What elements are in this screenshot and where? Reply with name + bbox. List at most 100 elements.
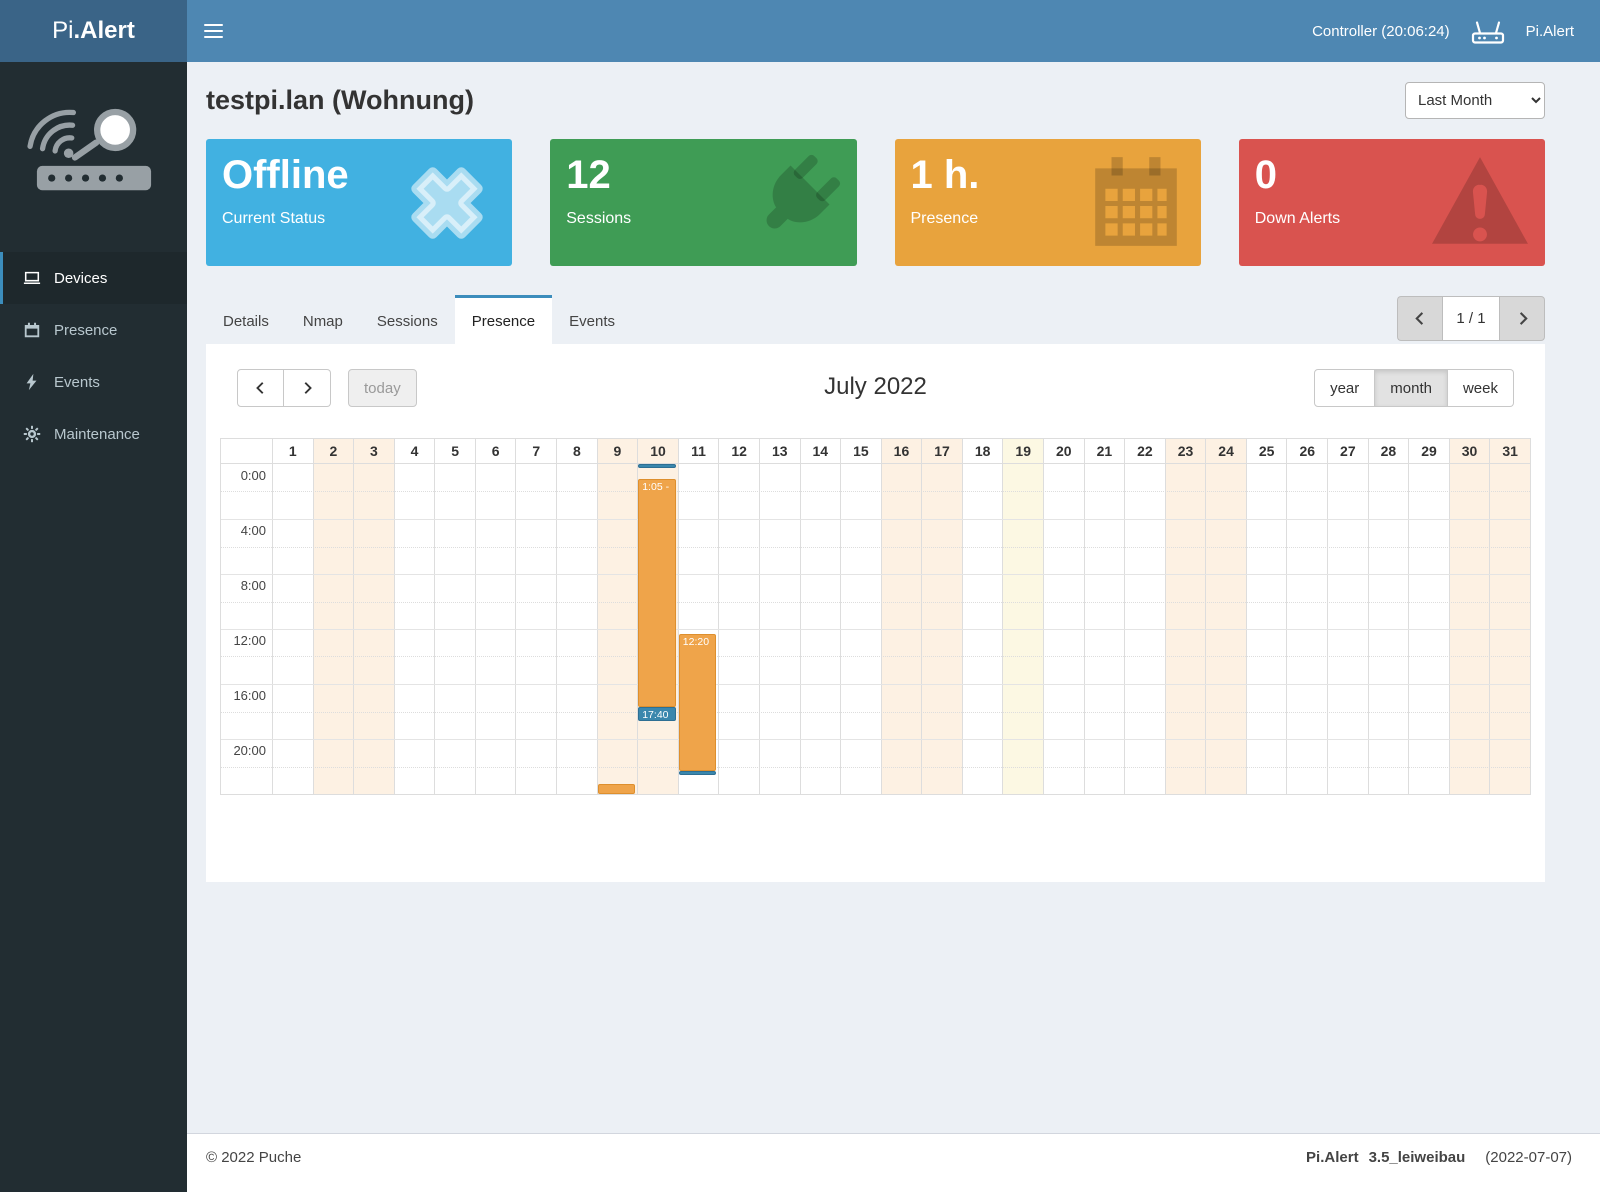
plug-icon (741, 152, 843, 254)
day-column-19 (1002, 464, 1043, 794)
chevron-right-icon (1519, 312, 1528, 325)
laptop-icon (23, 269, 41, 287)
card-value: 1 h. (910, 153, 980, 197)
presence-event[interactable] (597, 784, 636, 794)
day-column-28 (1367, 464, 1409, 794)
sidebar-item-label: Presence (54, 321, 118, 339)
sidebar-item-label: Maintenance (54, 425, 140, 443)
presence-event[interactable] (678, 771, 717, 775)
sidebar-item-presence[interactable]: Presence (0, 304, 187, 356)
day-header-26: 26 (1286, 439, 1327, 463)
warning-icon (1429, 152, 1531, 254)
sidebar-item-devices[interactable]: Devices (0, 252, 187, 304)
sidebar-item-label: Events (54, 373, 100, 391)
day-column-26 (1286, 464, 1327, 794)
brand[interactable]: Pi .Alert (0, 0, 187, 62)
day-column-17 (921, 464, 962, 794)
day-column-24 (1205, 464, 1246, 794)
day-header-28: 28 (1367, 439, 1409, 463)
brand-prefix: Pi (52, 17, 74, 44)
day-header-2: 2 (312, 439, 354, 463)
card-value: Offline (222, 153, 349, 197)
day-header-8: 8 (556, 439, 597, 463)
day-column-5 (434, 464, 475, 794)
day-header-15: 15 (840, 439, 881, 463)
day-header-31: 31 (1489, 439, 1530, 463)
event-time-label: 17:40 (642, 708, 669, 721)
day-header-23: 23 (1164, 439, 1206, 463)
day-column-30 (1448, 464, 1490, 794)
summary-cards: Offline Current Status 12 Sessions 1 h. … (206, 139, 1545, 266)
day-column-12 (718, 464, 759, 794)
time-label: 4:00 (240, 523, 266, 538)
sidebar-toggle-button[interactable] (187, 0, 239, 62)
calendar-view-week-button[interactable]: week (1447, 369, 1514, 407)
day-column-15 (840, 464, 881, 794)
gear-icon (23, 425, 41, 443)
time-label: 20:00 (233, 742, 266, 758)
day-header-5: 5 (434, 439, 475, 463)
close-icon (396, 152, 498, 254)
calendar-view-year-button[interactable]: year (1314, 369, 1376, 407)
presence-event[interactable]: 17:40 (638, 706, 676, 721)
calendar-view-month-button[interactable]: month (1375, 369, 1448, 407)
tab-presence[interactable]: Presence (454, 295, 553, 344)
card-value: 0 (1254, 153, 1277, 197)
content: testpi.lan (Wohnung) Last Month Offline … (187, 62, 1600, 1133)
day-header-29: 29 (1408, 439, 1449, 463)
time-label: 12:00 (233, 633, 266, 648)
calendar-view-switcher: year month week (1314, 369, 1514, 407)
card-label: Down Alerts (1254, 210, 1341, 227)
day-column-4 (393, 464, 435, 794)
top-navbar: Controller (20:06:24) Pi.Alert (187, 0, 1600, 62)
day-header-10: 10 (637, 439, 678, 463)
pager-next-button[interactable] (1500, 296, 1545, 341)
presence-event[interactable] (638, 464, 676, 469)
day-header-22: 22 (1124, 439, 1165, 463)
day-column-7 (515, 464, 556, 794)
day-column-6 (474, 464, 516, 794)
summary-card-down-alerts: 0 Down Alerts (1238, 139, 1545, 266)
day-header-9: 9 (596, 439, 638, 463)
controller-clock[interactable]: Controller (20:06:24) (1312, 22, 1450, 40)
day-header-11: 11 (677, 439, 719, 463)
day-header-25: 25 (1245, 439, 1287, 463)
sidebar-item-maintenance[interactable]: Maintenance (0, 408, 187, 460)
user-menu[interactable]: Pi.Alert (1525, 22, 1574, 40)
time-gutter (221, 439, 272, 463)
day-header-20: 20 (1042, 439, 1084, 463)
calendar-prev-button[interactable] (237, 369, 284, 407)
day-header-12: 12 (718, 439, 759, 463)
calendar-grid: 0:00 4:00 8:00 12:00 16:00 20:00 1:05 - … (221, 464, 1530, 794)
day-column-3 (353, 464, 394, 794)
card-label: Sessions (566, 210, 632, 227)
day-column-18 (961, 464, 1003, 794)
time-label: 8:00 (240, 577, 266, 593)
calendar-next-button[interactable] (284, 369, 331, 407)
day-column-16 (880, 464, 922, 794)
tab-events[interactable]: Events (569, 313, 615, 330)
card-value: 12 (566, 153, 611, 197)
device-pager: 1 / 1 (1397, 296, 1545, 341)
day-column-22 (1124, 464, 1165, 794)
time-label: 0:00 (240, 468, 266, 483)
calendar-nav (237, 369, 331, 407)
period-select[interactable]: Last Month (1405, 82, 1545, 119)
presence-event[interactable]: 12:20 (678, 633, 717, 772)
day-header-27: 27 (1327, 439, 1368, 463)
calendar-today-button[interactable]: today (348, 369, 417, 407)
summary-card-presence: 1 h. Presence (894, 139, 1201, 266)
day-header-24: 24 (1205, 439, 1246, 463)
presence-event[interactable]: 1:05 - (638, 478, 676, 707)
day-column-25 (1245, 464, 1287, 794)
tab-sessions[interactable]: Sessions (376, 313, 438, 330)
summary-card-sessions: 12 Sessions (550, 139, 857, 266)
pager-prev-button[interactable] (1397, 296, 1442, 341)
tab-nmap[interactable]: Nmap (302, 313, 343, 330)
sidebar-item-events[interactable]: Events (0, 356, 187, 408)
day-header-16: 16 (880, 439, 922, 463)
tab-details[interactable]: Details (223, 313, 269, 330)
brand-suffix: .Alert (73, 17, 135, 44)
day-header-4: 4 (393, 439, 435, 463)
